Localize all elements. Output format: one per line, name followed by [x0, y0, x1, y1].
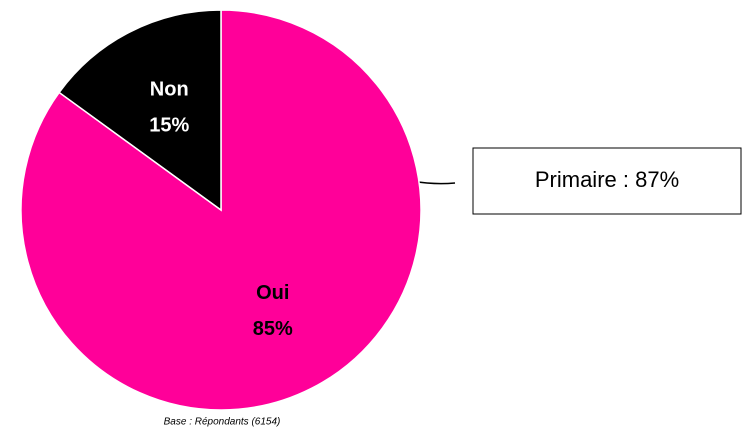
slice-category: Oui — [256, 282, 289, 304]
annotation: Primaire : 87% — [535, 167, 679, 192]
footnote: Base : Répondants (6154) — [164, 417, 281, 428]
slice-value-label: 15% — [149, 115, 189, 137]
slice-value-label: 85% — [253, 318, 293, 340]
pie-slice — [58, 9, 222, 212]
slice-category: Non — [150, 79, 189, 101]
annotation-box — [472, 147, 742, 215]
